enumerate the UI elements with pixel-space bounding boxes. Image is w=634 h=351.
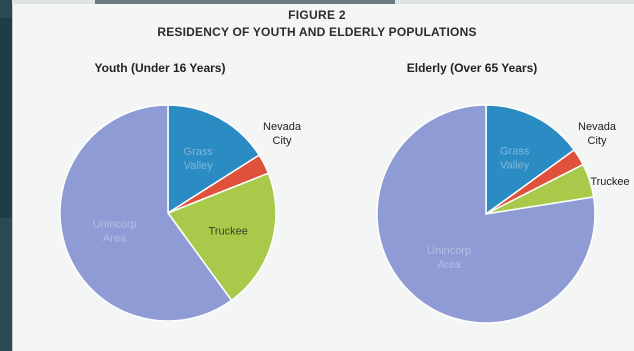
elderly-label-unincorp-area: Unincorp Area xyxy=(427,245,471,271)
figure-title: RESIDENCY OF YOUTH AND ELDERLY POPULATIO… xyxy=(157,25,477,39)
youth-label-grass-valley: Grass Valley xyxy=(184,146,214,172)
youth-pie: Grass Valley Nevada City Truckee Unincorp Area xyxy=(59,104,302,322)
elderly-label-nevada-city: Nevada City xyxy=(578,121,617,147)
youth-slice-grass-valley xyxy=(167,104,261,215)
elderly-pie: Grass Valley Nevada City Truckee Unincorp Area xyxy=(376,104,630,324)
figure-label: FIGURE 2 xyxy=(288,8,346,22)
youth-label-nevada-city: Nevada City xyxy=(263,121,302,147)
elderly-label-grass-valley: Grass Valley xyxy=(500,146,530,172)
elderly-slice-grass-valley xyxy=(485,104,576,216)
left-frame-tab xyxy=(0,18,12,218)
youth-slice-unincorp-area xyxy=(59,104,233,322)
youth-slice-truckee xyxy=(166,172,277,302)
youth-label-truckee: Truckee xyxy=(209,226,248,238)
elderly-chart-title: Elderly (Over 65 Years) xyxy=(406,61,538,75)
youth-chart-title: Youth (Under 16 Years) xyxy=(94,61,226,75)
elderly-label-truckee: Truckee xyxy=(590,176,629,188)
top-rule xyxy=(95,0,395,4)
elderly-slice-unincorp-area xyxy=(376,104,596,324)
youth-label-unincorp-area: Unincorp Area xyxy=(93,218,137,244)
